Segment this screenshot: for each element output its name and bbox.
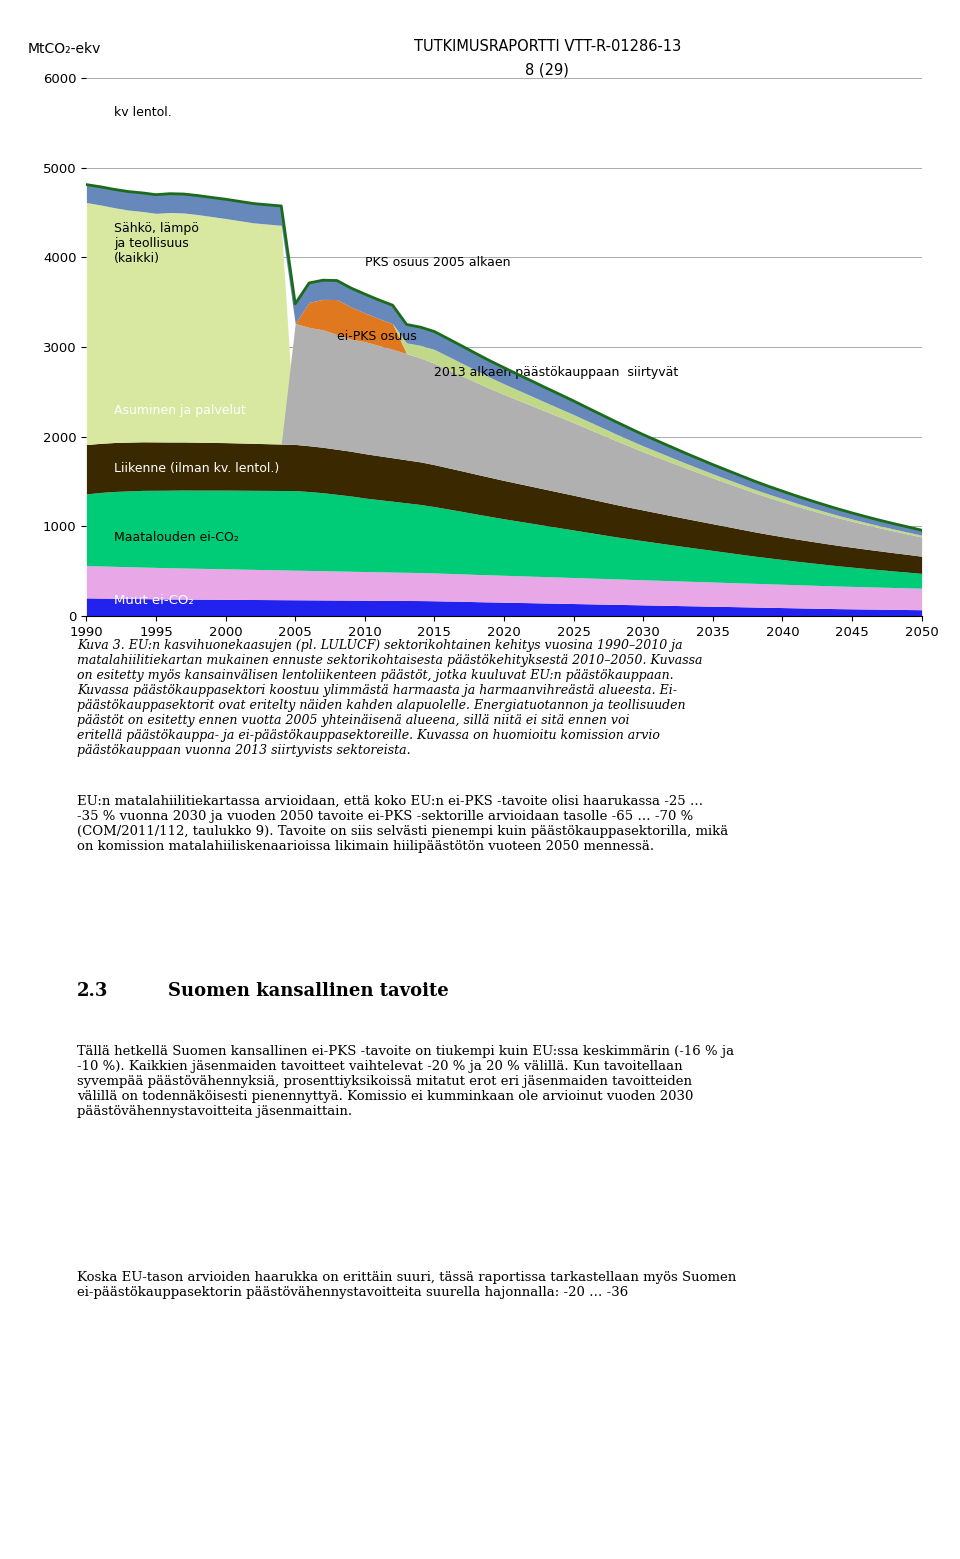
Text: Sähkö, lämpö
ja teollisuus
(kaikki): Sähkö, lämpö ja teollisuus (kaikki) — [114, 223, 199, 265]
Text: Muut ei-CO₂: Muut ei-CO₂ — [114, 594, 194, 606]
Text: EU:n matalahiilitiekartassa arvioidaan, että koko EU:n ei-PKS -tavoite olisi haa: EU:n matalahiilitiekartassa arvioidaan, … — [77, 795, 728, 853]
Text: 2013 alkaen päästökauppaan  siirtyvät: 2013 alkaen päästökauppaan siirtyvät — [435, 365, 679, 379]
Text: Kuva 3. EU:n kasvihuonekaasujen (pl. LULUCF) sektorikohtainen kehitys vuosina 19: Kuva 3. EU:n kasvihuonekaasujen (pl. LUL… — [77, 639, 703, 758]
Text: 2.3: 2.3 — [77, 982, 108, 1001]
Text: MtCO₂-ekv: MtCO₂-ekv — [28, 42, 102, 56]
Text: Liikenne (ilman kv. lentol.): Liikenne (ilman kv. lentol.) — [114, 463, 279, 475]
Text: Maatalouden ei-CO₂: Maatalouden ei-CO₂ — [114, 532, 239, 544]
Text: Suomen kansallinen tavoite: Suomen kansallinen tavoite — [168, 982, 448, 1001]
Text: ei-PKS osuus: ei-PKS osuus — [337, 329, 417, 343]
Text: PKS osuus 2005 alkaen: PKS osuus 2005 alkaen — [365, 256, 511, 270]
Text: Koska EU-tason arvioiden haarukka on erittäin suuri, tässä raportissa tarkastell: Koska EU-tason arvioiden haarukka on eri… — [77, 1271, 736, 1299]
Text: TUTKIMUSRAPORTTI VTT-R-01286-13: TUTKIMUSRAPORTTI VTT-R-01286-13 — [414, 39, 681, 55]
Text: 8 (29): 8 (29) — [525, 62, 569, 78]
Text: Asuminen ja palvelut: Asuminen ja palvelut — [114, 404, 246, 418]
Text: Tällä hetkellä Suomen kansallinen ei-PKS -tavoite on tiukempi kuin EU:ssa keskim: Tällä hetkellä Suomen kansallinen ei-PKS… — [77, 1045, 734, 1118]
Text: kv lentol.: kv lentol. — [114, 106, 172, 118]
